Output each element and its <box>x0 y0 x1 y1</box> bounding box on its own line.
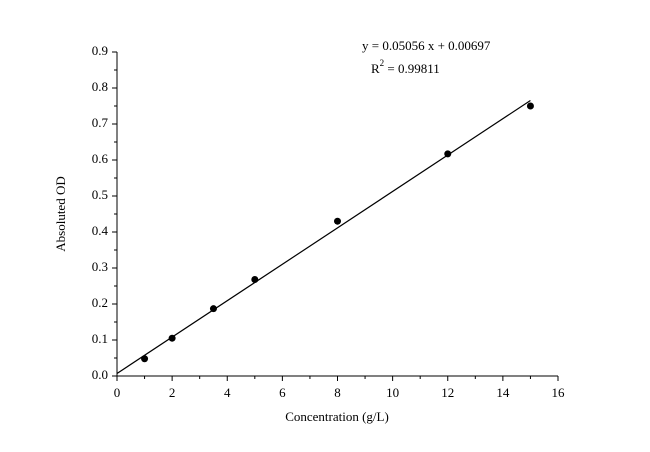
y-tick-label: 0.7 <box>92 115 109 130</box>
data-point <box>334 217 341 225</box>
equation: y = 0.05056 x + 0.00697 <box>362 38 491 53</box>
x-tick-label: 2 <box>169 385 176 400</box>
fit-line <box>116 99 531 374</box>
x-tick-label: 12 <box>441 385 454 400</box>
data-point <box>526 102 534 110</box>
data-point <box>168 334 176 342</box>
x-tick-label: 10 <box>386 385 399 400</box>
r-symbol: R <box>371 61 380 76</box>
x-axis-label: Concentration (g/L) <box>285 409 389 424</box>
x-tick-label: 0 <box>114 385 121 400</box>
y-tick-label: 0.0 <box>92 367 108 382</box>
data-point <box>444 150 452 158</box>
data-point <box>141 355 149 363</box>
y-tick-label: 0.4 <box>92 223 109 238</box>
x-tick-label: 4 <box>224 385 231 400</box>
x-tick-label: 16 <box>552 385 566 400</box>
y-tick-label: 0.3 <box>92 259 108 274</box>
y-axis-label: Absoluted OD <box>53 176 68 251</box>
r-value: = 0.99811 <box>384 61 440 76</box>
r-power: 2 <box>380 58 385 68</box>
x-tick-label: 6 <box>279 385 286 400</box>
r-squared: R2 = 0.99811 <box>371 58 440 76</box>
y-tick-label: 0.2 <box>92 295 108 310</box>
y-tick-label: 0.9 <box>92 43 108 58</box>
x-tick-label: 8 <box>334 385 341 400</box>
y-tick-label: 0.1 <box>92 331 108 346</box>
y-tick-label: 0.6 <box>92 151 109 166</box>
data-point <box>209 305 217 313</box>
x-tick-label: 14 <box>496 385 510 400</box>
y-tick-label: 0.5 <box>92 187 108 202</box>
data-point <box>251 276 259 284</box>
y-tick-label: 0.8 <box>92 79 108 94</box>
